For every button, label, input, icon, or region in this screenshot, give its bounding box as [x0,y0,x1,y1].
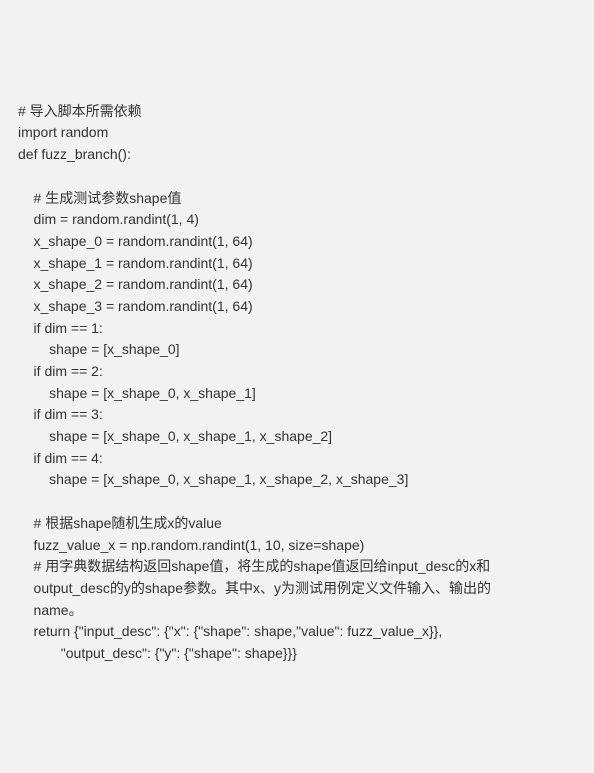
code-line: "output_desc": {"y": {"shape": shape}}} [18,643,576,665]
code-block: # 导入脚本所需依赖import randomdef fuzz_branch()… [18,101,576,665]
code-line: x_shape_1 = random.randint(1, 64) [18,253,576,275]
code-line: shape = [x_shape_0, x_shape_1, x_shape_2… [18,426,576,448]
code-line [18,491,576,513]
code-line: # 用字典数据结构返回shape值，将生成的shape值返回给input_des… [18,556,576,578]
code-line: # 生成测试参数shape值 [18,188,576,210]
code-line: x_shape_0 = random.randint(1, 64) [18,231,576,253]
code-line: output_desc的y的shape参数。其中x、y为测试用例定义文件输入、输… [18,578,576,600]
code-line: dim = random.randint(1, 4) [18,209,576,231]
code-line: if dim == 3: [18,404,576,426]
code-line: import random [18,122,576,144]
code-line: def fuzz_branch(): [18,144,576,166]
code-line: shape = [x_shape_0] [18,339,576,361]
code-line: x_shape_2 = random.randint(1, 64) [18,274,576,296]
code-line: shape = [x_shape_0, x_shape_1, x_shape_2… [18,469,576,491]
code-line: if dim == 1: [18,318,576,340]
code-line: # 导入脚本所需依赖 [18,101,576,123]
code-line: fuzz_value_x = np.random.randint(1, 10, … [18,535,576,557]
code-line: name。 [18,600,576,622]
code-line: if dim == 4: [18,448,576,470]
code-line: return {"input_desc": {"x": {"shape": sh… [18,621,576,643]
code-line: shape = [x_shape_0, x_shape_1] [18,383,576,405]
code-line [18,166,576,188]
code-line: # 根据shape随机生成x的value [18,513,576,535]
code-line: x_shape_3 = random.randint(1, 64) [18,296,576,318]
code-line: if dim == 2: [18,361,576,383]
